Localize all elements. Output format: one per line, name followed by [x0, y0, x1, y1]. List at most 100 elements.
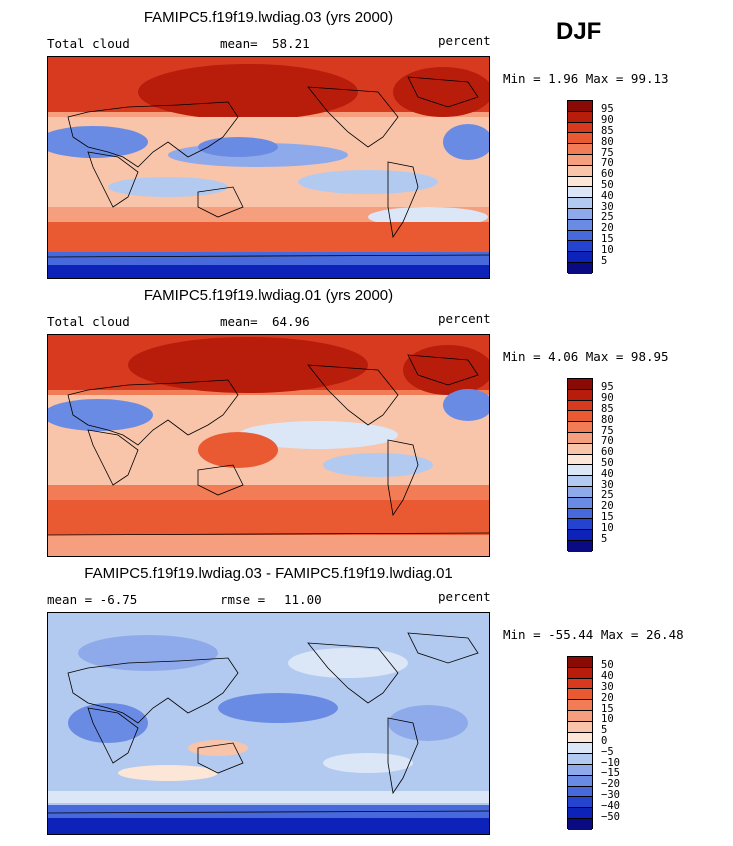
panel-3-colorbar-label: 0 — [601, 735, 608, 747]
panel-2-colorbar-label: 25 — [601, 489, 614, 501]
panel-1-colorbar-label: 10 — [601, 244, 614, 256]
panel-2-mean-value: 64.96 — [272, 314, 310, 329]
panel-2-colorbar-label: 90 — [601, 392, 614, 404]
panel-1-colorbar-label: 80 — [601, 136, 614, 148]
panel-2-variable-label: Total cloud — [47, 314, 130, 329]
panel-1-colorbar — [567, 100, 593, 274]
panel-2-map — [47, 334, 490, 557]
panel-3-field — [48, 613, 489, 834]
panel-2-field — [48, 335, 489, 556]
panel-3-min-max: Min = -55.44 Max = 26.48 — [503, 627, 684, 642]
panel-3-colorbar — [567, 656, 593, 830]
panel-3-colorbar-swatch — [568, 754, 592, 765]
panel-2-coastlines — [48, 354, 489, 536]
panel-3-title: FAMIPC5.f19f19.lwdiag.03 - FAMIPC5.f19f1… — [84, 565, 453, 582]
panel-1-colorbar-label: 85 — [601, 125, 614, 137]
panel-2-colorbar-label: 50 — [601, 457, 614, 469]
panel-3-colorbar-swatch — [568, 700, 592, 711]
panel-2-colorbar-swatch — [568, 422, 592, 433]
panel-3-map — [47, 612, 490, 835]
panel-1-colorbar-swatch — [568, 241, 592, 253]
panel-1-colorbar-label: 5 — [601, 255, 608, 267]
panel-2-colorbar-label: 70 — [601, 435, 614, 447]
panel-2-min-max: Min = 4.06 Max = 98.95 — [503, 349, 669, 364]
panel-1-colorbar-swatch — [568, 187, 592, 199]
panel-3-colorbar-swatch — [568, 689, 592, 701]
panel-1-title: FAMIPC5.f19f19.lwdiag.03 (yrs 2000) — [143, 9, 394, 26]
panel-1-colorbar-label: 15 — [601, 233, 614, 245]
panel-1-colorbar-label: 95 — [601, 103, 614, 115]
panel-2-colorbar-swatch — [568, 476, 592, 487]
panel-1-min-max: Min = 1.96 Max = 99.13 — [503, 71, 669, 86]
panel-2-mean-label: mean= — [220, 314, 258, 329]
panel-2-colorbar-swatch — [568, 389, 592, 401]
panel-3-colorbar-label: −5 — [601, 746, 614, 758]
panel-2-colorbar-swatch — [568, 443, 592, 455]
panel-2-colorbar-label: 40 — [601, 468, 614, 480]
panel-1-colorbar-swatch — [568, 208, 592, 220]
panel-3-colorbar-label: −20 — [601, 778, 620, 790]
panel-1-colorbar-swatch — [568, 176, 592, 188]
panel-2-colorbar-swatch — [568, 411, 592, 423]
panel-2-colorbar-label: 85 — [601, 403, 614, 415]
panel-1-field — [48, 57, 489, 278]
panel-1-colorbar-label: 60 — [601, 168, 614, 180]
panel-2-colorbar-swatch — [568, 497, 592, 509]
panel-1-mean-value: 58.21 — [272, 36, 310, 51]
panel-3-coastlines — [48, 632, 489, 814]
panel-3-colorbar-swatch — [568, 818, 592, 830]
panel-2-colorbar-swatch — [568, 432, 592, 444]
panel-3-colorbar-swatch — [568, 667, 592, 679]
panel-2-colorbar-label: 30 — [601, 479, 614, 491]
panel-2-colorbar — [567, 378, 593, 552]
panel-3-colorbar-label: −30 — [601, 789, 620, 801]
panel-3-colorbar-label: −40 — [601, 800, 620, 812]
panel-2-colorbar-swatch — [568, 400, 592, 412]
panel-1-colorbar-label: 90 — [601, 114, 614, 126]
panel-1-colorbar-swatch — [568, 154, 592, 166]
panel-3-colorbar-label: 15 — [601, 703, 614, 715]
panel-2-units: percent — [438, 311, 491, 326]
panel-2-colorbar-swatch — [568, 379, 592, 390]
panel-3-colorbar-swatch — [568, 775, 592, 787]
panel-3-units: percent — [438, 589, 491, 604]
panel-3-colorbar-label: 50 — [601, 659, 614, 671]
panel-2-colorbar-swatch — [568, 519, 592, 531]
panel-2-colorbar-label: 5 — [601, 533, 608, 545]
panel-3-colorbar-swatch — [568, 657, 592, 668]
panel-2-colorbar-swatch — [568, 454, 592, 466]
panel-1-colorbar-swatch — [568, 122, 592, 134]
panel-2-colorbar-swatch — [568, 486, 592, 498]
panel-3-colorbar-label: 10 — [601, 713, 614, 725]
panel-2-colorbar-label: 80 — [601, 414, 614, 426]
panel-1-units: percent — [438, 33, 491, 48]
panel-1-colorbar-label: 50 — [601, 179, 614, 191]
panel-3-colorbar-label: −50 — [601, 811, 620, 823]
panel-2-colorbar-swatch — [568, 508, 592, 520]
panel-1-colorbar-label: 30 — [601, 201, 614, 213]
panel-1-colorbar-swatch — [568, 262, 592, 274]
panel-1-colorbar-swatch — [568, 219, 592, 231]
panel-3-colorbar-swatch — [568, 797, 592, 809]
panel-3-colorbar-label: 30 — [601, 681, 614, 693]
panel-3-colorbar-label: 5 — [601, 724, 608, 736]
panel-1-colorbar-label: 25 — [601, 211, 614, 223]
panel-1-colorbar-swatch — [568, 230, 592, 242]
panel-1-variable-label: Total cloud — [47, 36, 130, 51]
panel-2-colorbar-swatch — [568, 530, 592, 541]
panel-1-colorbar-swatch — [568, 111, 592, 123]
panel-2-colorbar-label: 60 — [601, 446, 614, 458]
panel-2-title: FAMIPC5.f19f19.lwdiag.01 (yrs 2000) — [143, 287, 394, 304]
panel-1-colorbar-label: 75 — [601, 147, 614, 159]
panel-2-colorbar-label: 10 — [601, 522, 614, 534]
panel-3-colorbar-swatch — [568, 732, 592, 744]
panel-3-colorbar-label: −10 — [601, 757, 620, 769]
panel-1-colorbar-swatch — [568, 101, 592, 112]
panel-2-colorbar-swatch — [568, 540, 592, 552]
panel-1-coastlines — [48, 76, 489, 258]
panel-1-colorbar-swatch — [568, 198, 592, 209]
panel-2-colorbar-swatch — [568, 465, 592, 477]
panel-3-colorbar-swatch — [568, 764, 592, 776]
panel-3-colorbar-label: 20 — [601, 692, 614, 704]
panel-3-colorbar-label: −15 — [601, 767, 620, 779]
